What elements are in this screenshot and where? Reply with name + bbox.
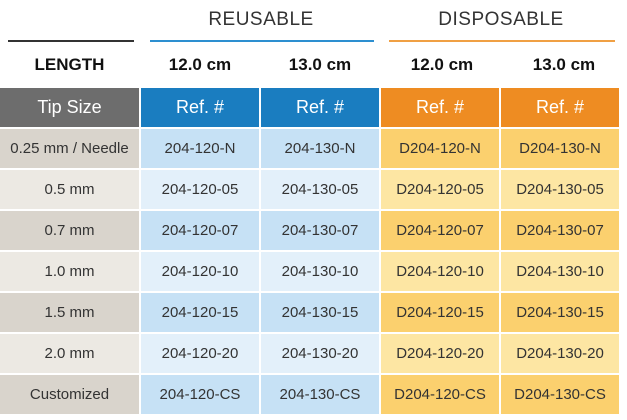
tip-size-cell: 1.0 mm	[0, 252, 139, 291]
ref-cell: D204-130-20	[501, 334, 619, 373]
tip-size-cell: 0.7 mm	[0, 211, 139, 250]
ref-cell: 204-130-10	[261, 252, 379, 291]
table-row: 0.25 mm / Needle 204-120-N 204-130-N D20…	[0, 129, 619, 168]
header-ref-reusable-13cm: Ref. #	[261, 88, 379, 127]
ref-cell: 204-120-10	[141, 252, 259, 291]
table-row: 2.0 mm 204-120-20 204-130-20 D204-120-20…	[0, 334, 619, 373]
tip-size-cell: 0.25 mm / Needle	[0, 129, 139, 168]
table-row: Customized 204-120-CS 204-130-CS D204-12…	[0, 375, 619, 414]
ref-cell: D204-120-05	[381, 170, 499, 209]
tip-size-cell: Customized	[0, 375, 139, 414]
length-label: LENGTH	[34, 55, 105, 74]
header-ref-disposable-12cm: Ref. #	[381, 88, 499, 127]
ref-cell: 204-120-N	[141, 129, 259, 168]
table-row: 0.5 mm 204-120-05 204-130-05 D204-120-05…	[0, 170, 619, 209]
ref-cell: D204-130-N	[501, 129, 619, 168]
ref-cell: 204-120-05	[141, 170, 259, 209]
ref-cell: 204-120-CS	[141, 375, 259, 414]
length-value: 13.0 cm	[532, 55, 596, 74]
header-ref-reusable-12cm: Ref. #	[141, 88, 259, 127]
header-ref-disposable-13cm: Ref. #	[501, 88, 619, 127]
ref-cell: D204-130-15	[501, 293, 619, 332]
reusable-group-title: REUSABLE	[208, 9, 314, 30]
ref-cell: D204-120-20	[381, 334, 499, 373]
part-number-table: Tip Size Ref. # Ref. # Ref. # Ref. # 0.2…	[0, 86, 621, 416]
ref-cell: 204-130-05	[261, 170, 379, 209]
ref-cell: D204-120-CS	[381, 375, 499, 414]
ref-cell: D204-130-05	[501, 170, 619, 209]
ref-cell: D204-120-N	[381, 129, 499, 168]
ref-cell: D204-120-10	[381, 252, 499, 291]
ref-cell: 204-130-CS	[261, 375, 379, 414]
reusable-group-underline	[150, 40, 374, 42]
ref-cell: D204-130-10	[501, 252, 619, 291]
ref-cell: 204-120-15	[141, 293, 259, 332]
length-underline	[8, 40, 134, 42]
ref-cell: 204-130-20	[261, 334, 379, 373]
table-row: 1.0 mm 204-120-10 204-130-10 D204-120-10…	[0, 252, 619, 291]
length-value: 13.0 cm	[288, 55, 352, 74]
disposable-group-title: DISPOSABLE	[438, 9, 564, 30]
table-header-row: Tip Size Ref. # Ref. # Ref. # Ref. #	[0, 88, 619, 127]
header-tip-size: Tip Size	[0, 88, 139, 127]
ref-cell: 204-120-07	[141, 211, 259, 250]
tip-size-cell: 2.0 mm	[0, 334, 139, 373]
table-row: 0.7 mm 204-120-07 204-130-07 D204-120-07…	[0, 211, 619, 250]
length-value: 12.0 cm	[410, 55, 474, 74]
ref-cell: 204-120-20	[141, 334, 259, 373]
ref-cell: 204-130-15	[261, 293, 379, 332]
ref-cell: D204-130-07	[501, 211, 619, 250]
ref-cell: D204-120-15	[381, 293, 499, 332]
ref-cell: 204-130-N	[261, 129, 379, 168]
disposable-group-underline	[389, 40, 615, 42]
tip-size-cell: 0.5 mm	[0, 170, 139, 209]
ref-cell: 204-130-07	[261, 211, 379, 250]
table-row: 1.5 mm 204-120-15 204-130-15 D204-120-15…	[0, 293, 619, 332]
ref-cell: D204-120-07	[381, 211, 499, 250]
ref-cell: D204-130-CS	[501, 375, 619, 414]
tip-size-cell: 1.5 mm	[0, 293, 139, 332]
length-value: 12.0 cm	[168, 55, 232, 74]
